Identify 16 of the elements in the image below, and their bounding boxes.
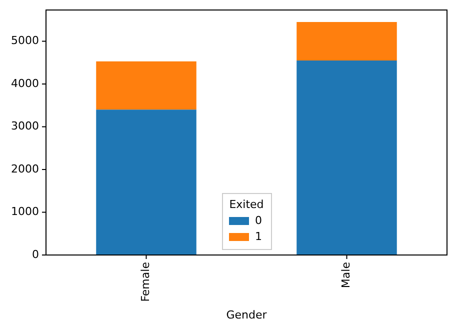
legend-label: 1	[255, 230, 262, 243]
bar	[96, 110, 196, 256]
y-tick-label: 4000	[10, 76, 39, 90]
legend-title: Exited	[229, 198, 264, 211]
y-tick-label: 5000	[10, 34, 39, 48]
bar	[296, 60, 397, 256]
y-tick-label: 1000	[10, 205, 39, 218]
y-tick-label: 2000	[10, 162, 39, 176]
x-axis-title: Gender	[226, 308, 268, 322]
x-tick-label: Female	[139, 262, 152, 302]
y-tick-label: 3000	[10, 120, 39, 133]
bar	[96, 61, 196, 110]
bar	[296, 22, 397, 60]
legend-label: 0	[255, 214, 262, 227]
y-tick-label: 0	[32, 248, 39, 261]
x-tick-label: Male	[340, 262, 353, 288]
